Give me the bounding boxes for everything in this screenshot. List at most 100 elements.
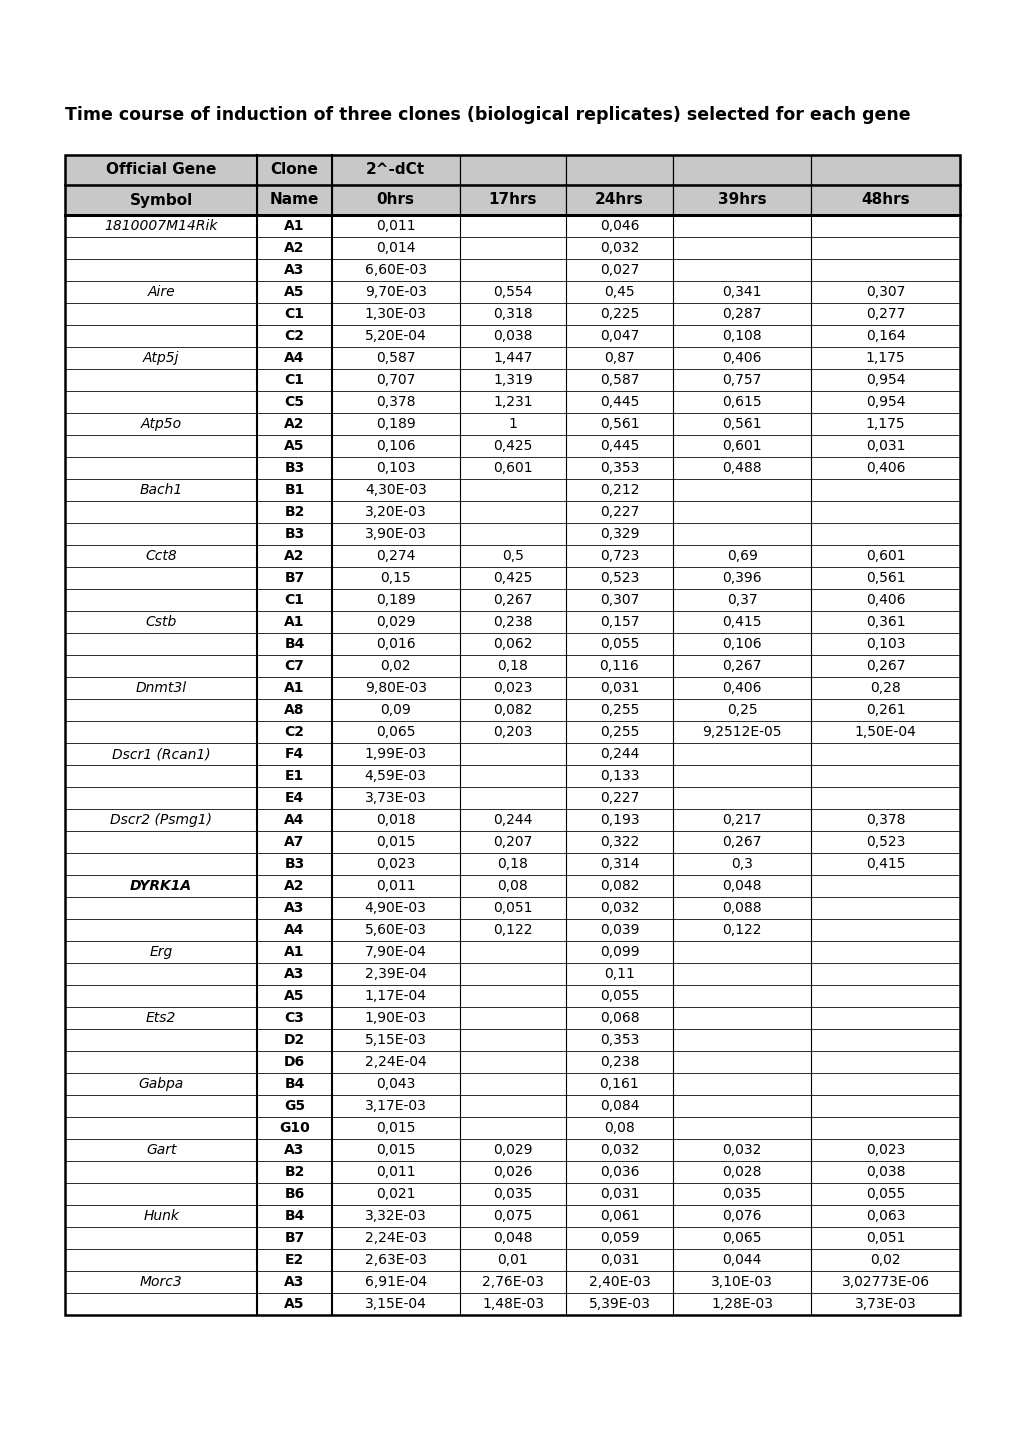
Text: 0,088: 0,088 bbox=[721, 900, 761, 915]
Bar bbox=[257, 853, 331, 874]
Text: 0,035: 0,035 bbox=[721, 1188, 761, 1201]
Bar bbox=[257, 962, 331, 986]
Text: 0,164: 0,164 bbox=[865, 329, 905, 343]
Text: 39hrs: 39hrs bbox=[717, 192, 765, 208]
Bar bbox=[460, 1095, 566, 1117]
Bar bbox=[460, 1074, 566, 1095]
Bar bbox=[257, 1205, 331, 1227]
Text: 0,329: 0,329 bbox=[599, 527, 639, 541]
Bar bbox=[331, 413, 460, 434]
Text: 3,17E-03: 3,17E-03 bbox=[365, 1100, 426, 1113]
Text: 0,238: 0,238 bbox=[599, 1055, 639, 1069]
Text: 0,015: 0,015 bbox=[376, 1143, 415, 1157]
Text: 0,954: 0,954 bbox=[865, 372, 905, 387]
Bar bbox=[331, 1227, 460, 1250]
Text: A2: A2 bbox=[284, 879, 305, 893]
Text: 0,415: 0,415 bbox=[721, 615, 761, 629]
Bar bbox=[257, 1162, 331, 1183]
Bar bbox=[460, 962, 566, 986]
Bar bbox=[566, 154, 673, 185]
Bar bbox=[331, 633, 460, 655]
Bar bbox=[65, 743, 257, 765]
Bar bbox=[673, 258, 811, 281]
Bar bbox=[331, 786, 460, 810]
Bar bbox=[673, 1227, 811, 1250]
Text: 0,425: 0,425 bbox=[493, 571, 532, 584]
Text: 0,082: 0,082 bbox=[493, 703, 532, 717]
Text: B4: B4 bbox=[284, 1209, 305, 1224]
Text: A5: A5 bbox=[284, 988, 305, 1003]
Text: 0,554: 0,554 bbox=[493, 286, 532, 299]
Bar bbox=[811, 853, 959, 874]
Bar bbox=[566, 786, 673, 810]
Text: C1: C1 bbox=[284, 307, 305, 320]
Bar bbox=[331, 655, 460, 677]
Text: 0,028: 0,028 bbox=[721, 1165, 761, 1179]
Text: 1,319: 1,319 bbox=[492, 372, 532, 387]
Bar bbox=[65, 413, 257, 434]
Bar bbox=[331, 303, 460, 325]
Text: 0,023: 0,023 bbox=[865, 1143, 905, 1157]
Bar bbox=[65, 1227, 257, 1250]
Text: 0,255: 0,255 bbox=[599, 724, 639, 739]
Bar bbox=[811, 434, 959, 457]
Text: A3: A3 bbox=[284, 1143, 305, 1157]
Bar bbox=[811, 545, 959, 567]
Bar bbox=[65, 655, 257, 677]
Bar bbox=[65, 810, 257, 831]
Bar bbox=[460, 1250, 566, 1271]
Bar bbox=[811, 962, 959, 986]
Bar bbox=[811, 567, 959, 589]
Text: 0,157: 0,157 bbox=[599, 615, 639, 629]
Text: 0,378: 0,378 bbox=[865, 812, 905, 827]
Bar bbox=[673, 655, 811, 677]
Text: 0,723: 0,723 bbox=[599, 548, 639, 563]
Bar bbox=[673, 215, 811, 237]
Bar bbox=[566, 457, 673, 479]
Bar bbox=[65, 1007, 257, 1029]
Bar bbox=[673, 698, 811, 722]
Bar bbox=[331, 567, 460, 589]
Bar bbox=[566, 722, 673, 743]
Text: A7: A7 bbox=[284, 835, 305, 848]
Text: 0,055: 0,055 bbox=[599, 636, 639, 651]
Text: A3: A3 bbox=[284, 900, 305, 915]
Bar bbox=[460, 941, 566, 962]
Text: 0,757: 0,757 bbox=[721, 372, 761, 387]
Bar bbox=[331, 1271, 460, 1293]
Text: C3: C3 bbox=[284, 1012, 305, 1025]
Bar bbox=[566, 1183, 673, 1205]
Bar bbox=[460, 567, 566, 589]
Text: B3: B3 bbox=[284, 460, 305, 475]
Bar bbox=[566, 610, 673, 633]
Bar bbox=[65, 1074, 257, 1095]
Bar bbox=[460, 413, 566, 434]
Text: 3,02773E-06: 3,02773E-06 bbox=[841, 1276, 929, 1289]
Bar bbox=[331, 898, 460, 919]
Bar bbox=[331, 545, 460, 567]
Bar bbox=[460, 1271, 566, 1293]
Bar bbox=[811, 303, 959, 325]
Bar bbox=[257, 281, 331, 303]
Bar bbox=[460, 185, 566, 215]
Text: 0,048: 0,048 bbox=[493, 1231, 532, 1245]
Bar bbox=[673, 522, 811, 545]
Bar bbox=[673, 237, 811, 258]
Text: 0,011: 0,011 bbox=[376, 219, 415, 232]
Bar bbox=[566, 962, 673, 986]
Text: 0,267: 0,267 bbox=[721, 835, 761, 848]
Bar bbox=[257, 501, 331, 522]
Text: 0,075: 0,075 bbox=[493, 1209, 532, 1224]
Bar bbox=[257, 567, 331, 589]
Text: 0,103: 0,103 bbox=[865, 636, 905, 651]
Bar bbox=[673, 479, 811, 501]
Bar bbox=[460, 1293, 566, 1315]
Text: 0,161: 0,161 bbox=[599, 1076, 639, 1091]
Text: 5,60E-03: 5,60E-03 bbox=[365, 924, 426, 937]
Bar bbox=[673, 786, 811, 810]
Bar bbox=[460, 154, 566, 185]
Text: Dscr1 (Rcan1): Dscr1 (Rcan1) bbox=[112, 747, 210, 760]
Bar bbox=[673, 1139, 811, 1162]
Bar bbox=[566, 810, 673, 831]
Bar bbox=[65, 346, 257, 369]
